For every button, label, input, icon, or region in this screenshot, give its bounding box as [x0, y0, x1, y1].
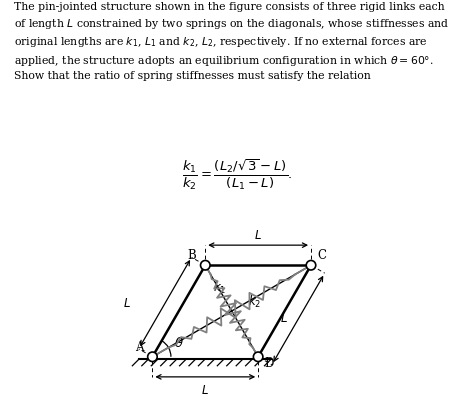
Circle shape — [201, 260, 210, 270]
Text: The pin-jointed structure shown in the figure consists of three rigid links each: The pin-jointed structure shown in the f… — [14, 2, 450, 81]
Circle shape — [306, 260, 316, 270]
Text: $L$: $L$ — [201, 384, 209, 397]
Text: $L$: $L$ — [254, 229, 262, 242]
Text: $\dfrac{k_1}{k_2} = \dfrac{(L_2/\sqrt{3} - L)}{(L_1 - L)}.$: $\dfrac{k_1}{k_2} = \dfrac{(L_2/\sqrt{3}… — [182, 158, 292, 192]
Text: $k_2$: $k_2$ — [247, 293, 261, 310]
Text: $k_1$: $k_1$ — [213, 280, 227, 296]
Text: A: A — [135, 341, 144, 354]
Text: B: B — [188, 249, 196, 262]
Text: $L$: $L$ — [123, 297, 131, 310]
Text: $\theta$: $\theta$ — [173, 337, 183, 350]
Text: D: D — [264, 357, 274, 370]
Circle shape — [148, 352, 157, 361]
Text: C: C — [317, 249, 326, 262]
Text: $L$: $L$ — [280, 313, 288, 326]
Circle shape — [254, 352, 263, 361]
